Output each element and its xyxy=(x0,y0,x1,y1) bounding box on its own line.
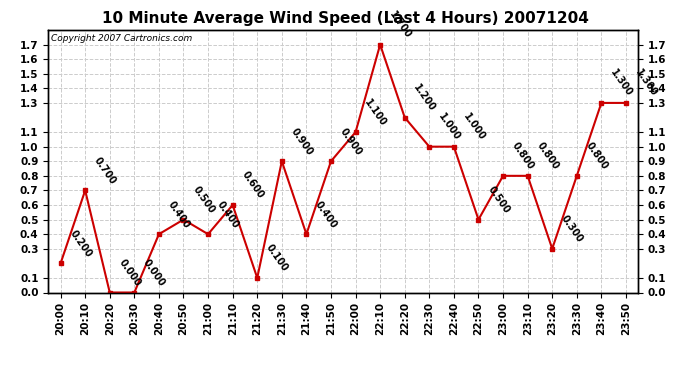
Text: 0.900: 0.900 xyxy=(338,126,364,157)
Text: 1.300: 1.300 xyxy=(633,68,659,99)
Text: 0.200: 0.200 xyxy=(68,228,93,259)
Text: 1.700: 1.700 xyxy=(387,9,413,40)
Text: 0.100: 0.100 xyxy=(264,243,290,274)
Text: 0.400: 0.400 xyxy=(313,199,339,230)
Text: 0.600: 0.600 xyxy=(239,170,266,201)
Text: 1.000: 1.000 xyxy=(436,112,462,142)
Text: 0.000: 0.000 xyxy=(117,257,143,288)
Text: 1.200: 1.200 xyxy=(412,82,437,113)
Text: 0.900: 0.900 xyxy=(289,126,315,157)
Text: Copyright 2007 Cartronics.com: Copyright 2007 Cartronics.com xyxy=(51,34,193,43)
Text: 1.100: 1.100 xyxy=(362,97,388,128)
Text: 0.000: 0.000 xyxy=(141,257,167,288)
Text: 0.500: 0.500 xyxy=(486,184,511,215)
Text: 0.400: 0.400 xyxy=(215,199,241,230)
Text: 0.400: 0.400 xyxy=(166,199,192,230)
Text: 10 Minute Average Wind Speed (Last 4 Hours) 20071204: 10 Minute Average Wind Speed (Last 4 Hou… xyxy=(101,11,589,26)
Text: 0.800: 0.800 xyxy=(535,141,560,172)
Text: 0.800: 0.800 xyxy=(584,141,610,172)
Text: 0.700: 0.700 xyxy=(92,155,118,186)
Text: 0.800: 0.800 xyxy=(510,141,536,172)
Text: 0.500: 0.500 xyxy=(190,184,216,215)
Text: 0.300: 0.300 xyxy=(559,214,585,244)
Text: 1.300: 1.300 xyxy=(609,68,634,99)
Text: 1.000: 1.000 xyxy=(461,112,486,142)
